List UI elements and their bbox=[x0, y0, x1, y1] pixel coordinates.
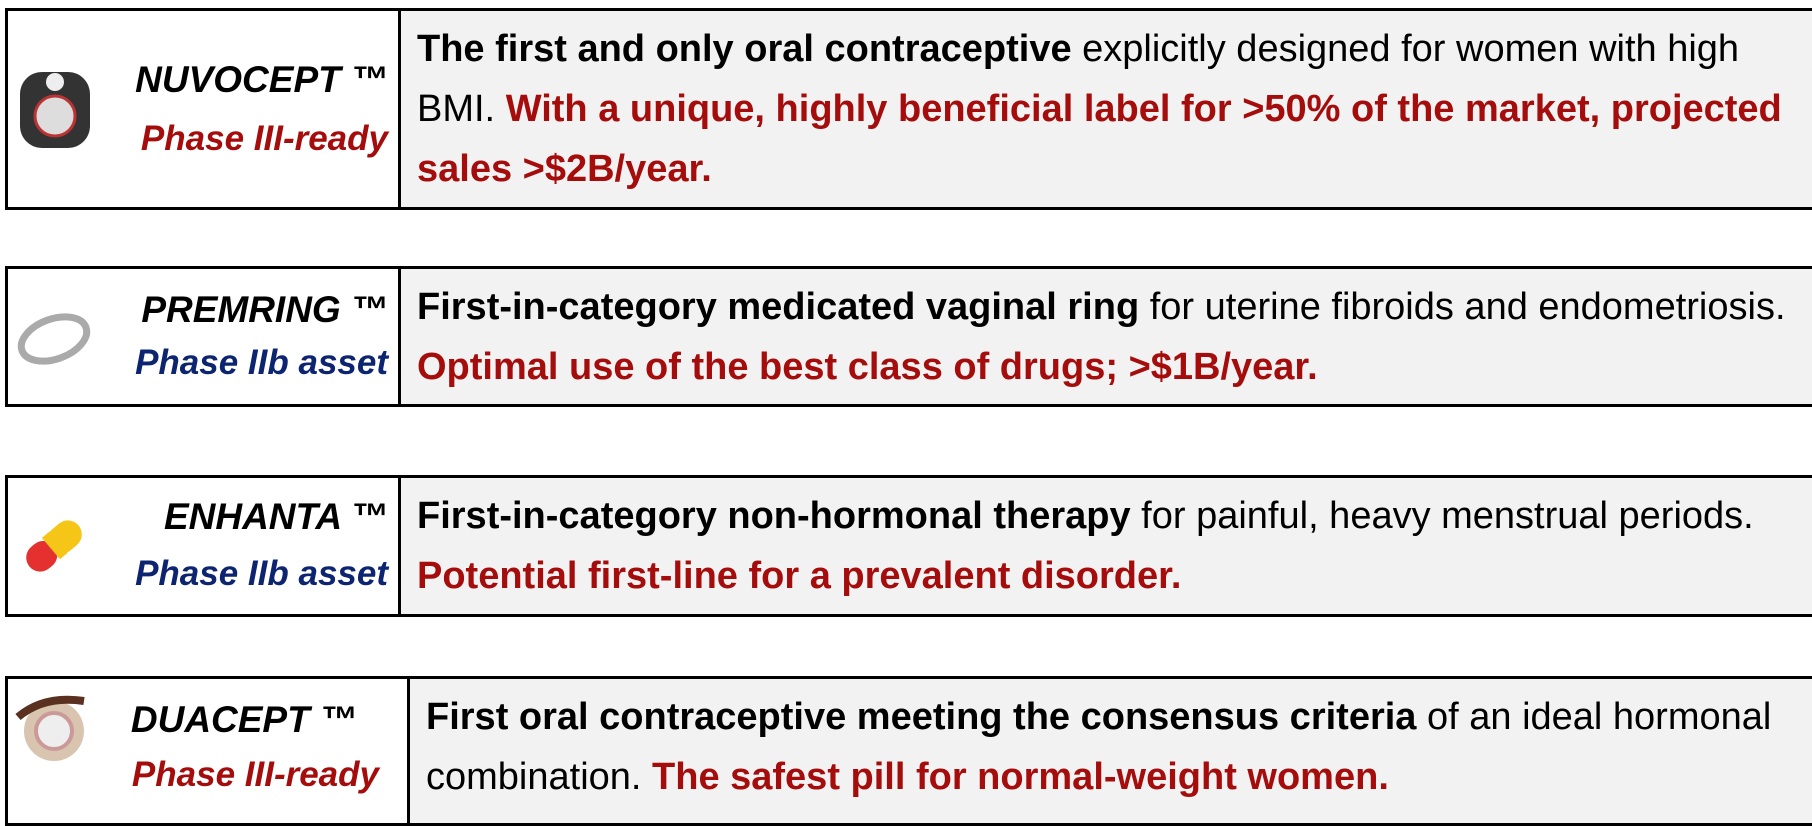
product-row: PREMRING ™ Phase IIb asset First-in-cate… bbox=[5, 266, 1812, 407]
description: First-in-category medicated vaginal ring… bbox=[401, 269, 1812, 404]
highlight: Potential first-line for a prevalent dis… bbox=[417, 555, 1181, 597]
bold-text: The first and only oral contraceptive bbox=[417, 28, 1072, 70]
description: The first and only oral contraceptive ex… bbox=[401, 11, 1812, 207]
product-name: PREMRING ™ bbox=[141, 289, 388, 331]
product-phase: Phase IIb asset bbox=[135, 554, 388, 594]
product-name: ENHANTA ™ bbox=[164, 496, 388, 538]
pill-icon bbox=[14, 506, 96, 586]
product-phase: Phase IIb asset bbox=[135, 343, 388, 383]
product-phase: Phase III-ready bbox=[141, 119, 388, 159]
product-cell: ENHANTA ™ Phase IIb asset bbox=[8, 478, 401, 614]
product-name: NUVOCEPT ™ bbox=[135, 59, 388, 101]
highlight: With a unique, highly beneficial label f… bbox=[417, 88, 1782, 190]
text: for painful, heavy menstrual periods. bbox=[1131, 495, 1754, 537]
product-phase: Phase III-ready bbox=[132, 755, 379, 795]
highlight: Optimal use of the best class of drugs; … bbox=[417, 346, 1318, 388]
product-cell: PREMRING ™ Phase IIb asset bbox=[8, 269, 401, 404]
product-cell: DUACEPT ™ Phase III-ready bbox=[8, 679, 410, 823]
product-cell: NUVOCEPT ™ Phase III-ready bbox=[8, 11, 401, 207]
product-name: DUACEPT ™ bbox=[131, 699, 357, 741]
scale-icon bbox=[14, 64, 96, 154]
product-row: NUVOCEPT ™ Phase III-ready The first and… bbox=[5, 8, 1812, 210]
bold-text: First-in-category medicated vaginal ring bbox=[417, 286, 1139, 328]
pack-icon bbox=[14, 687, 96, 767]
bold-text: First oral contraceptive meeting the con… bbox=[426, 696, 1416, 738]
page: NUVOCEPT ™ Phase III-ready The first and… bbox=[0, 0, 1812, 813]
highlight: The safest pill for normal-weight women. bbox=[652, 756, 1389, 798]
text: for uterine fibroids and endometriosis. bbox=[1139, 286, 1785, 328]
product-row: DUACEPT ™ Phase III-ready First oral con… bbox=[5, 676, 1812, 826]
description: First-in-category non-hormonal therapy f… bbox=[401, 478, 1812, 614]
bold-text: First-in-category non-hormonal therapy bbox=[417, 495, 1131, 537]
ring-icon bbox=[14, 302, 96, 372]
product-row: ENHANTA ™ Phase IIb asset First-in-categ… bbox=[5, 475, 1812, 617]
description: First oral contraceptive meeting the con… bbox=[410, 679, 1812, 823]
